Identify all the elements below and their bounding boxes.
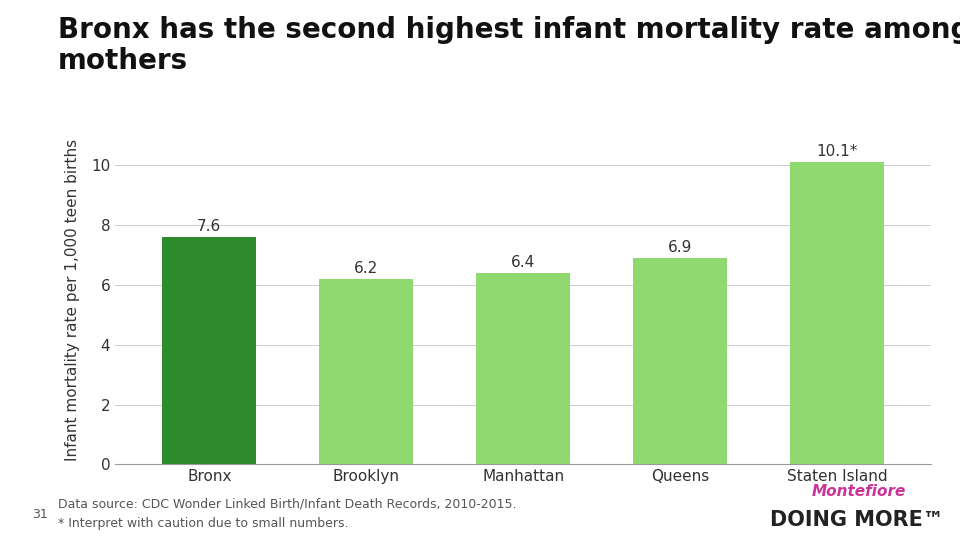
Bar [162, 237, 256, 464]
Bar [633, 258, 728, 464]
Text: 6.2: 6.2 [354, 261, 378, 276]
Text: 10.1*: 10.1* [816, 144, 857, 159]
Text: 6.4: 6.4 [511, 255, 536, 270]
Text: mothers: mothers [58, 47, 188, 75]
Bar [319, 279, 414, 464]
Text: 7.6: 7.6 [197, 219, 222, 234]
Bar [790, 162, 884, 464]
Text: 6.9: 6.9 [668, 240, 692, 255]
Text: DOING MORE™: DOING MORE™ [771, 510, 944, 530]
Text: Data source: CDC Wonder Linked Birth/Infant Death Records, 2010-2015.: Data source: CDC Wonder Linked Birth/Inf… [58, 497, 516, 510]
Bar [476, 273, 570, 464]
Text: 31: 31 [32, 508, 47, 521]
Text: Bronx has the second highest infant mortality rate among: Bronx has the second highest infant mort… [58, 16, 960, 44]
Text: * Interpret with caution due to small numbers.: * Interpret with caution due to small nu… [58, 517, 348, 530]
Text: Montefiore: Montefiore [812, 484, 906, 500]
Y-axis label: Infant mortality rate per 1,000 teen births: Infant mortality rate per 1,000 teen bir… [65, 139, 80, 461]
